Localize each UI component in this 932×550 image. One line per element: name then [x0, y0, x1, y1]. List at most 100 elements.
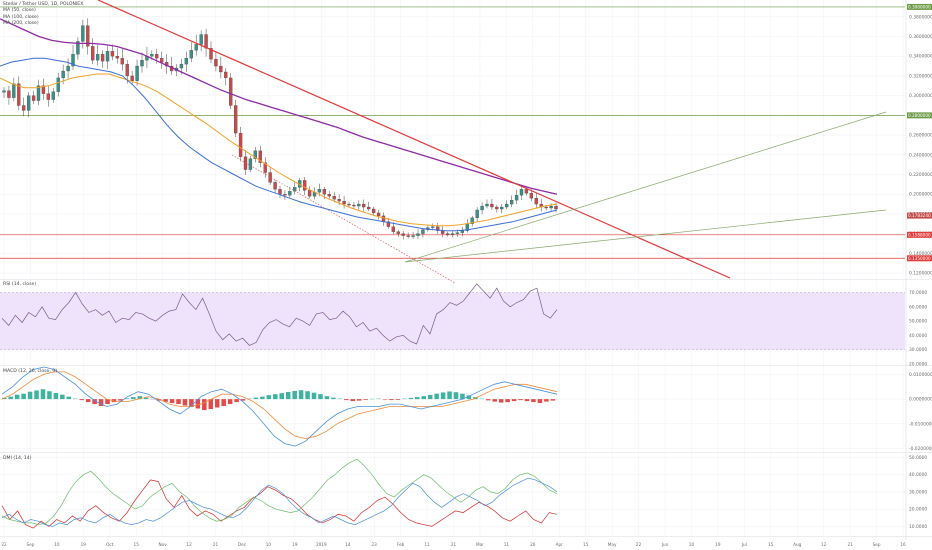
- time-tick-label: 19: [292, 542, 298, 547]
- macd-hist-bar-up: [331, 397, 336, 400]
- time-tick-label: 11: [424, 542, 430, 547]
- macd-hist-bar-down: [92, 399, 97, 405]
- time-tick-label: 14: [345, 542, 351, 547]
- candle-down: [125, 63, 129, 77]
- dmi-tick-label: 40.0000: [909, 472, 927, 478]
- trendline-green-lower: [404, 209, 887, 263]
- price-tick-label: 0.3400000: [909, 54, 932, 60]
- candle-down: [22, 105, 26, 111]
- candle-down: [283, 194, 287, 196]
- candle-down: [214, 59, 218, 67]
- macd-hist-bar-up: [311, 392, 317, 400]
- macd-hist-bar-down: [492, 399, 497, 402]
- macd-hist-bar-down: [240, 399, 246, 401]
- price-tick-label: 0.1200000: [909, 271, 932, 277]
- candle-up: [199, 34, 203, 45]
- time-tick-label: 11: [504, 542, 510, 547]
- candle-down: [495, 206, 499, 210]
- time-tick-label: Sep: [873, 542, 881, 547]
- time-tick-label: 15: [583, 542, 589, 547]
- macd-hist-bar-down: [505, 399, 510, 403]
- candle-down: [91, 46, 95, 61]
- macd-hist-bar-down: [537, 399, 543, 404]
- level-red-1-label-bg: [907, 231, 932, 238]
- macd-hist-bar-down: [350, 399, 356, 402]
- macd-hist-bar-up: [21, 393, 26, 400]
- candle-up: [189, 50, 193, 59]
- macd-signal-line: [1, 371, 558, 440]
- macd-hist-bar-up: [427, 394, 433, 400]
- macd-hist-bar-down: [79, 399, 84, 401]
- macd-hist-bar-up: [466, 395, 472, 400]
- dmi-tick-label: 20.0000: [909, 507, 927, 513]
- candle-down: [204, 34, 208, 49]
- macd-hist-bar-down: [518, 399, 523, 401]
- candle-down: [302, 180, 307, 191]
- candle-down: [347, 203, 351, 206]
- candle-down: [17, 83, 21, 106]
- candle-up: [509, 200, 514, 205]
- candle-down: [445, 233, 450, 235]
- level-red-2-label-bg: [907, 255, 932, 262]
- time-tick-label: Aug: [793, 542, 802, 547]
- candle-down: [46, 93, 51, 100]
- macd-title: MACD (12, 26, close, 9): [3, 369, 58, 374]
- trendline-green-upper: [404, 111, 887, 263]
- rsi-line: [1, 283, 558, 346]
- candle-down: [229, 77, 233, 106]
- candle-up: [549, 205, 553, 209]
- level-top-label: 0.3900000: [908, 5, 931, 10]
- candle-up: [51, 91, 55, 100]
- candle-down: [243, 156, 248, 170]
- macd-tick-label: -0.0200000: [909, 446, 932, 452]
- candle-up: [194, 44, 198, 51]
- macd-hist-bar-up: [460, 393, 465, 400]
- candle-up: [179, 63, 184, 69]
- time-tick-label: 2019: [316, 542, 327, 547]
- macd-hist-bar-up: [47, 391, 52, 400]
- macd-hist-bar-down: [544, 399, 549, 402]
- macd-line: [1, 366, 558, 447]
- macd-hist-bar-down: [195, 399, 201, 409]
- candle-down: [371, 208, 376, 214]
- candle-down: [307, 190, 312, 197]
- macd-hist-bar-down: [156, 399, 162, 401]
- legend-ma200: MA (200, close): [3, 20, 39, 26]
- macd-hist-bar-up: [27, 391, 33, 400]
- macd-hist-bar-down: [118, 399, 123, 401]
- candle-down: [406, 235, 410, 237]
- trendline-red-descending: [97, 0, 731, 279]
- time-tick-label: Jul: [741, 542, 747, 547]
- candle-down: [376, 212, 381, 217]
- time-tick-label: 10: [689, 542, 695, 547]
- level-red-2-label: 0.1350000: [908, 256, 931, 261]
- price-tick-label: 0.2200000: [909, 172, 932, 178]
- candle-up: [2, 90, 6, 93]
- candle-down: [386, 221, 391, 227]
- macd-hist-bar-up: [285, 391, 291, 400]
- candle-down: [130, 75, 134, 81]
- macd-hist-bar-up: [66, 396, 72, 400]
- candle-up: [460, 230, 465, 233]
- candle-down: [263, 162, 267, 173]
- main-legend: Stellar / Tether USD, 1D, POLONIEX MA (5…: [3, 2, 83, 27]
- macd-hist-bar-down: [189, 399, 194, 408]
- candle-down: [337, 199, 341, 202]
- candle-down: [41, 85, 46, 94]
- time-tick-label: 21: [213, 542, 219, 547]
- macd-hist-bar-up: [408, 397, 414, 400]
- macd-hist-bar-up: [453, 392, 459, 400]
- candle-up: [140, 60, 144, 67]
- macd-hist-bar-down: [85, 399, 91, 403]
- ma100-line: [0, 73, 558, 227]
- macd-hist-bar-down: [511, 399, 517, 402]
- macd-hist-bar-down: [550, 399, 556, 401]
- time-tick-label: Dec: [238, 542, 247, 547]
- dmi-tick-label: 50.0000: [909, 455, 927, 461]
- macd-hist-bar-up: [292, 390, 297, 400]
- macd-hist-bar-up: [260, 396, 265, 400]
- candle-down: [391, 226, 396, 232]
- macd-hist-bar-down: [363, 399, 368, 400]
